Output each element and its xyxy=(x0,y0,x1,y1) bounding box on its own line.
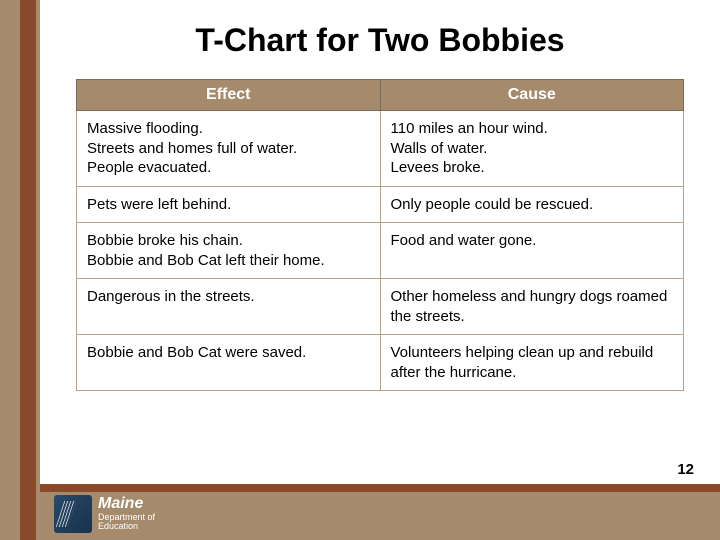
cell-cause: Other homeless and hungry dogs roamed th… xyxy=(380,279,684,335)
table-row: Bobbie broke his chain.Bobbie and Bob Ca… xyxy=(77,223,684,279)
footer-accent xyxy=(40,484,720,492)
table-row: Dangerous in the streets.Other homeless … xyxy=(77,279,684,335)
table-row: Bobbie and Bob Cat were saved.Volunteers… xyxy=(77,335,684,391)
table-row: Pets were left behind.Only people could … xyxy=(77,186,684,223)
cell-effect: Bobbie and Bob Cat were saved. xyxy=(77,335,381,391)
footer-band: Maine Department of Education xyxy=(40,484,720,540)
slide-content: T-Chart for Two Bobbies Effect Cause Mas… xyxy=(40,0,720,540)
table-row: Massive flooding.Streets and homes full … xyxy=(77,111,684,187)
logo-line3: Education xyxy=(98,521,138,531)
cell-cause: Only people could be rescued. xyxy=(380,186,684,223)
logo-line1: Maine xyxy=(98,496,155,513)
cell-effect: Bobbie broke his chain.Bobbie and Bob Ca… xyxy=(77,223,381,279)
t-chart-table: Effect Cause Massive flooding.Streets an… xyxy=(76,79,684,391)
left-accent xyxy=(20,0,36,540)
cell-effect: Dangerous in the streets. xyxy=(77,279,381,335)
cell-effect: Massive flooding.Streets and homes full … xyxy=(77,111,381,187)
cell-cause: Volunteers helping clean up and rebuild … xyxy=(380,335,684,391)
logo-text: Maine Department of Education xyxy=(98,496,155,532)
footer-logo: Maine Department of Education xyxy=(54,492,184,536)
cell-cause: 110 miles an hour wind.Walls of water.Le… xyxy=(380,111,684,187)
col-header-effect: Effect xyxy=(77,80,381,111)
slide-title: T-Chart for Two Bobbies xyxy=(40,22,720,59)
cell-effect: Pets were left behind. xyxy=(77,186,381,223)
logo-badge-icon xyxy=(54,495,92,533)
cell-cause: Food and water gone. xyxy=(380,223,684,279)
page-number: 12 xyxy=(677,461,694,478)
table-header-row: Effect Cause xyxy=(77,80,684,111)
col-header-cause: Cause xyxy=(380,80,684,111)
